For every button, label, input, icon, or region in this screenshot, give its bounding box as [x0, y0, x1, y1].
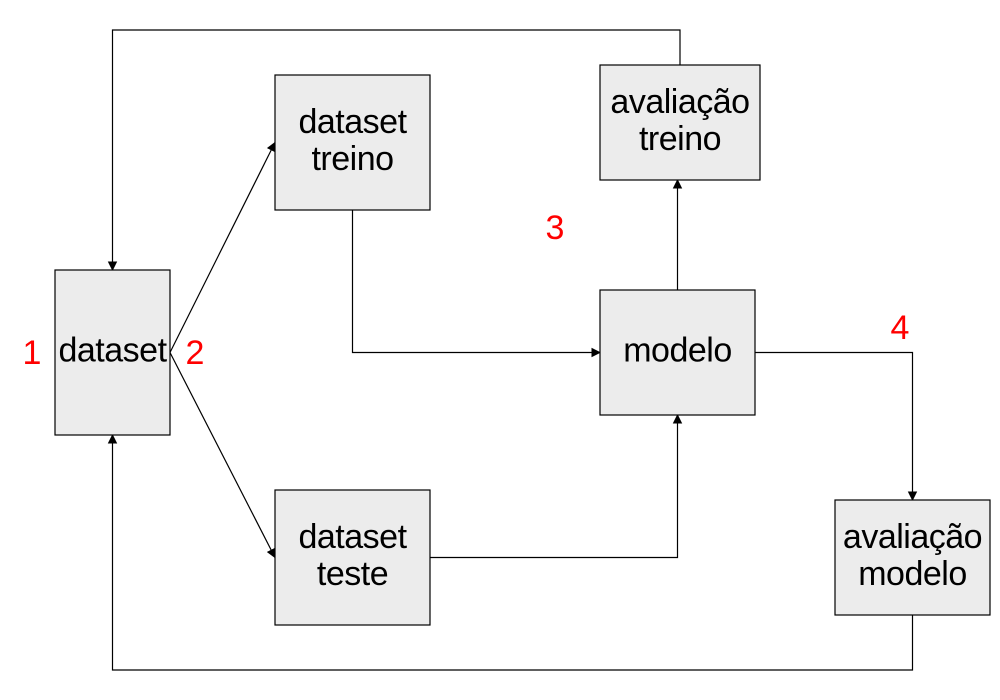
- node-dataset_teste: datasetteste: [275, 490, 430, 625]
- edge-modelo-to-aval_modelo: [755, 353, 913, 501]
- node-dataset: dataset: [55, 270, 170, 435]
- node-label: avaliação: [843, 518, 982, 556]
- node-label: teste: [317, 555, 388, 593]
- node-label: treino: [311, 140, 393, 178]
- edge-aval_modelo-to-dataset: [113, 435, 913, 670]
- node-label: avaliação: [610, 83, 749, 121]
- annotation-2: 2: [186, 334, 205, 372]
- edge-dataset-to-dataset_treino: [170, 143, 275, 353]
- annotation-3: 3: [546, 209, 565, 247]
- node-label: dataset: [58, 331, 167, 369]
- annotation-1: 1: [23, 334, 42, 372]
- edge-dataset_teste-to-modelo: [430, 415, 678, 558]
- node-dataset_treino: datasettreino: [275, 75, 430, 210]
- flowchart-canvas: datasetdatasettreinodatasettestemodeloav…: [0, 0, 1000, 700]
- node-label: dataset: [298, 103, 407, 141]
- node-modelo: modelo: [600, 290, 755, 415]
- node-aval_treino: avaliaçãotreino: [600, 65, 760, 180]
- node-aval_modelo: avaliaçãomodelo: [835, 500, 990, 615]
- node-label: modelo: [623, 331, 732, 369]
- node-label: dataset: [298, 518, 407, 556]
- node-label: treino: [639, 120, 721, 158]
- edge-dataset-to-dataset_teste: [170, 353, 275, 558]
- node-label: modelo: [858, 555, 967, 593]
- annotation-4: 4: [891, 309, 910, 347]
